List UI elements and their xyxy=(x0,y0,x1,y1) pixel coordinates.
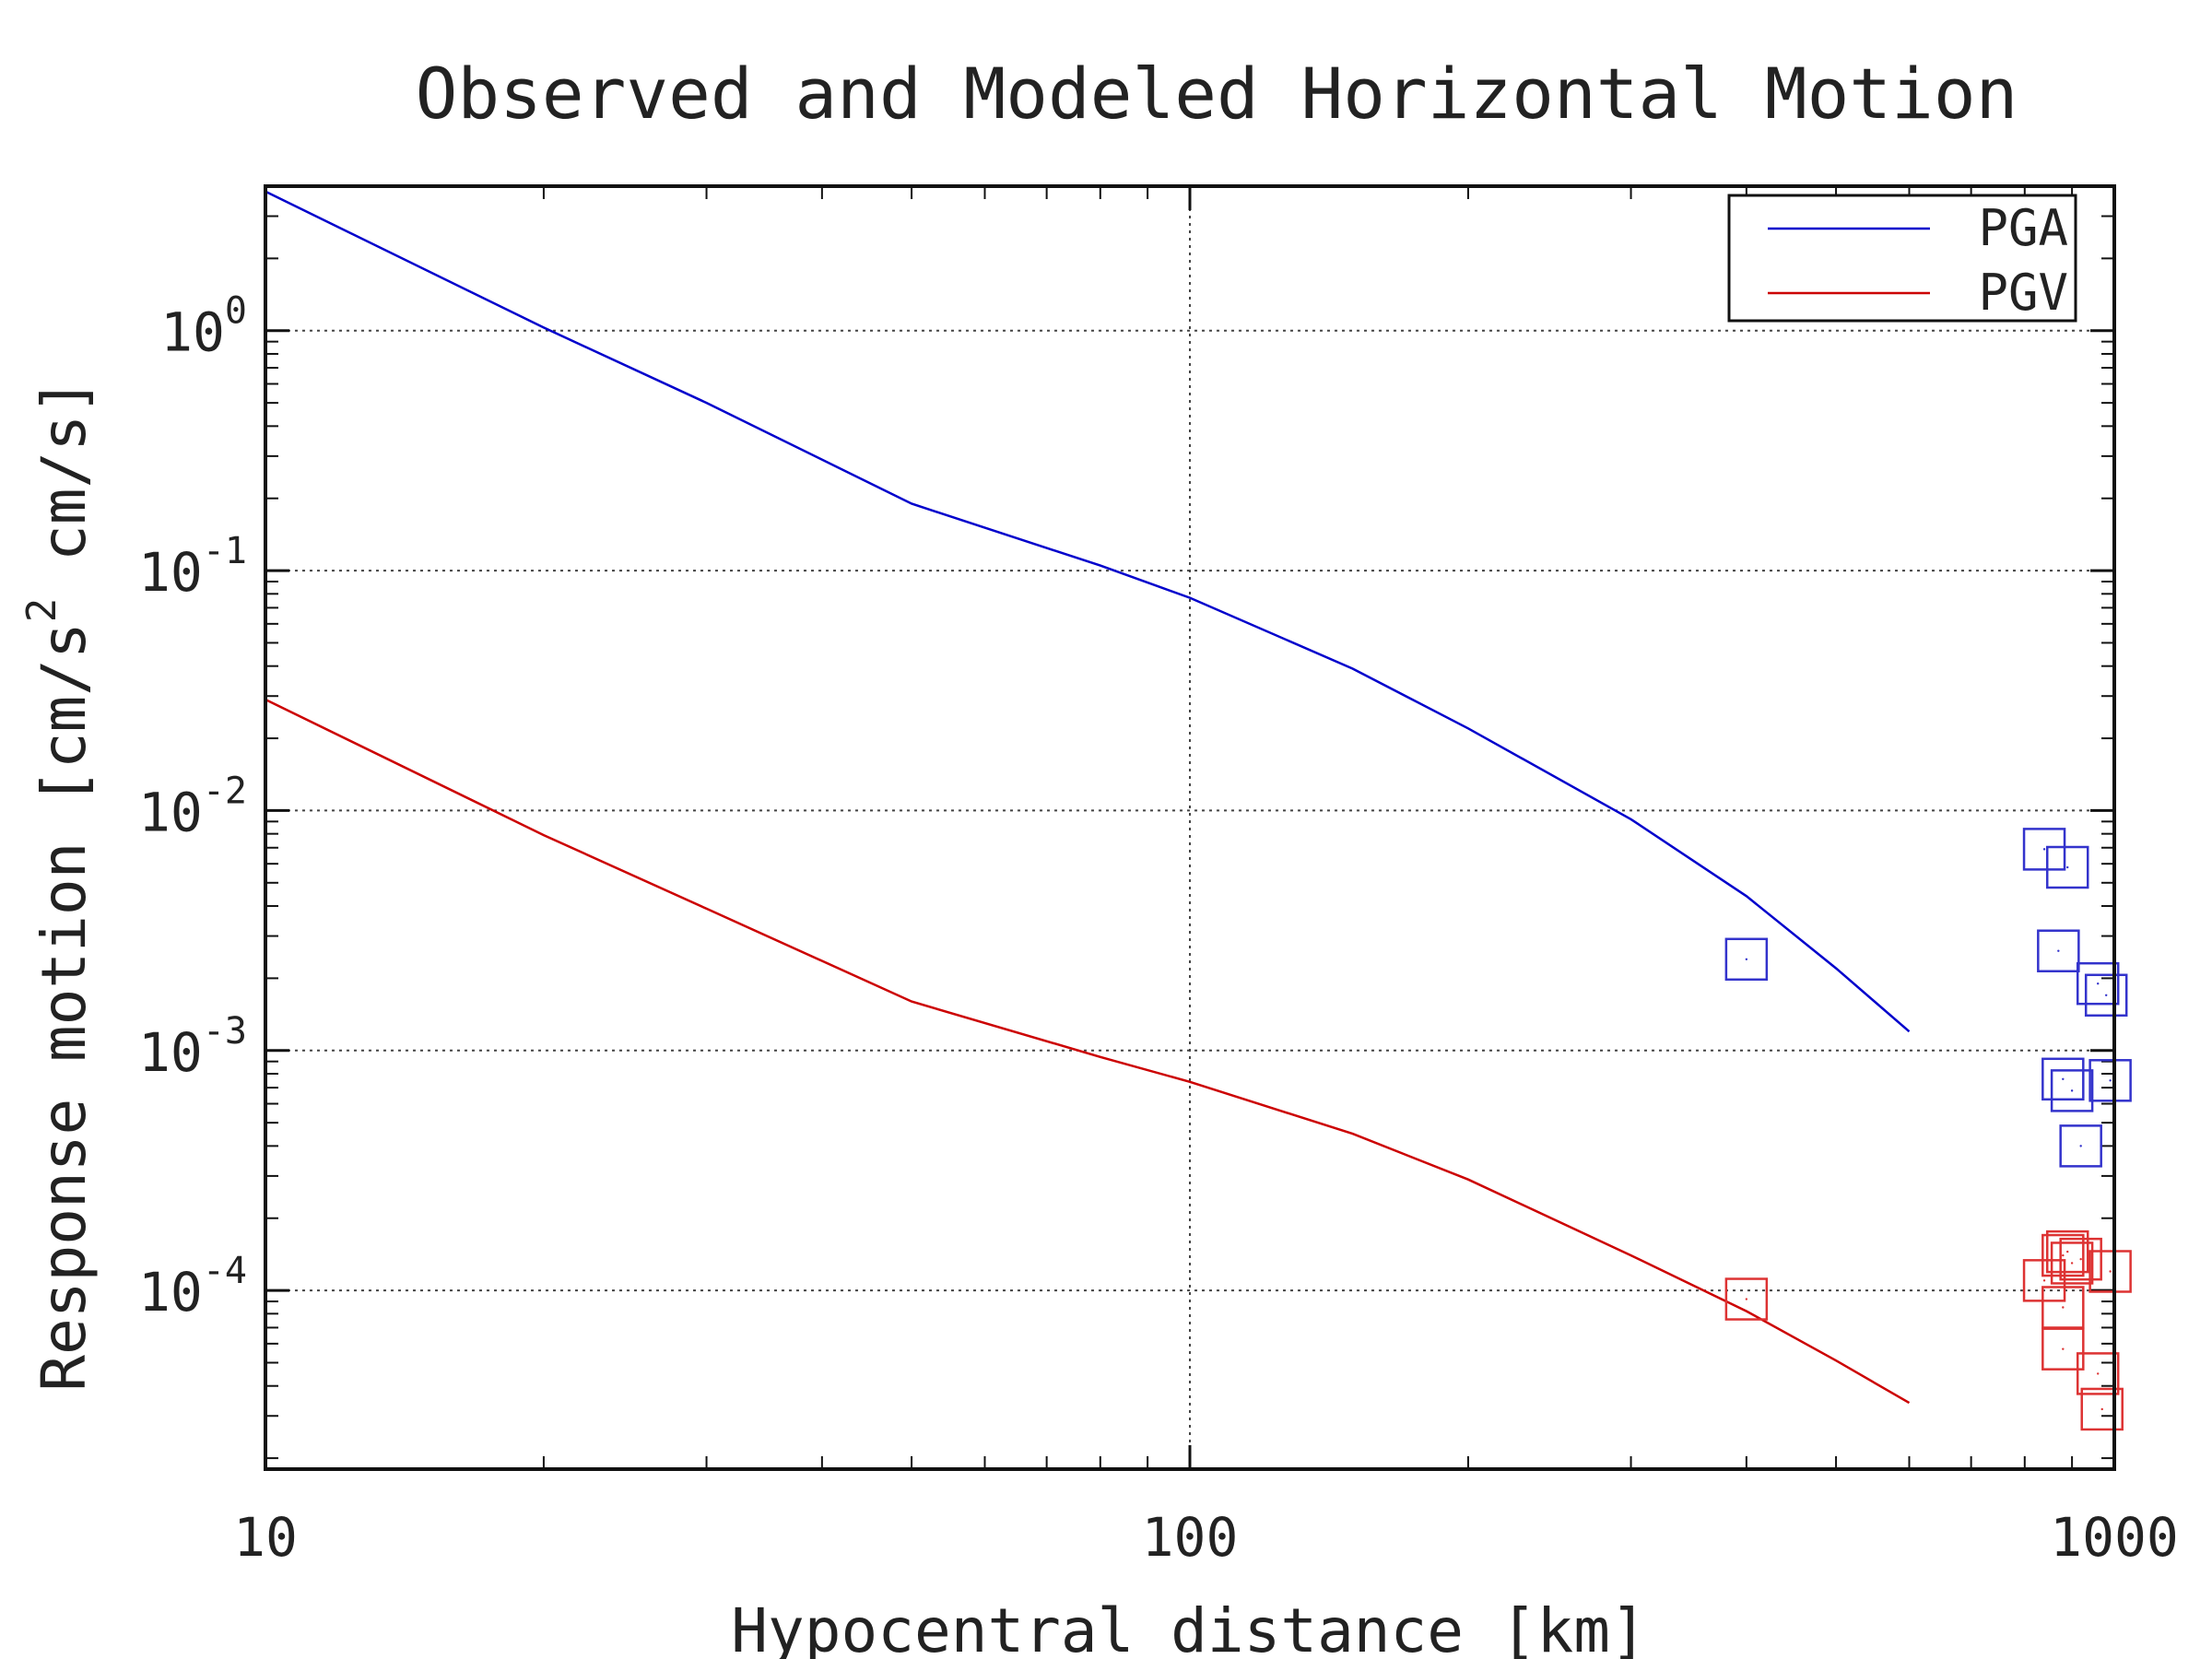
legend-label-pgv: PGV xyxy=(1978,264,2068,322)
legend-label-pga: PGA xyxy=(1978,199,2068,257)
y-tick-label: 10-2 xyxy=(138,770,247,843)
data-point-center xyxy=(2097,982,2100,985)
data-point-center xyxy=(2062,1077,2065,1081)
data-point-center xyxy=(2062,1347,2065,1350)
legend: PGA PGV xyxy=(1727,194,2077,323)
x-tick-label: 10 xyxy=(233,1506,298,1569)
data-point-pga-observed xyxy=(2088,1059,2132,1102)
data-point-pgv-observed xyxy=(2041,1327,2085,1371)
y-tick-exponent: -3 xyxy=(203,1010,247,1053)
y-tick-exponent: -1 xyxy=(203,530,247,572)
data-point-pgv-observed xyxy=(1724,1277,1769,1321)
data-point-pga-observed xyxy=(2076,961,2120,1006)
x-tick-label: 100 xyxy=(1142,1506,1239,1569)
data-point-pga-observed xyxy=(2084,973,2128,1018)
data-point-center xyxy=(2070,1262,2074,1265)
data-point-center xyxy=(2100,1407,2103,1411)
series-layer xyxy=(265,190,2132,1431)
y-tick-label: 10-4 xyxy=(138,1250,247,1324)
data-point-center xyxy=(1745,1298,1748,1300)
data-point-pga-observed xyxy=(2050,1069,2094,1112)
data-point-center xyxy=(2062,1253,2065,1257)
data-point-pgv-observed xyxy=(2076,1352,2120,1395)
data-point-pgv-observed xyxy=(2080,1387,2124,1431)
data-point-pga-observed xyxy=(2037,929,2080,972)
data-point-center xyxy=(2057,949,2060,952)
y-tick-base: 10 xyxy=(138,541,203,604)
y-tick-label: 10-3 xyxy=(138,1010,247,1084)
y-tick-label: 10-1 xyxy=(138,530,247,604)
data-point-center xyxy=(2109,1079,2112,1082)
x-axis-label: Hypocentral distance [km] xyxy=(731,1595,1646,1659)
data-point-pgv-observed xyxy=(2041,1233,2085,1277)
data-point-center xyxy=(2042,848,2046,851)
y-tick-base: 10 xyxy=(160,301,225,364)
data-point-center xyxy=(2079,1257,2082,1261)
data-point-center xyxy=(2104,994,2108,996)
data-point-pga-observed xyxy=(2022,828,2066,871)
y-tick-exponent: -2 xyxy=(203,770,247,812)
y-axis-label-superscript: 2 xyxy=(18,598,65,623)
grid-lines xyxy=(265,186,2114,1469)
y-tick-base: 10 xyxy=(138,1261,203,1324)
y-axis-label: Response motion [cm/s2 cm/s] xyxy=(18,378,100,1391)
data-point-pgv-observed xyxy=(2050,1241,2094,1285)
data-point-pga-observed xyxy=(2041,1057,2085,1101)
chart-title: Observed and Modeled Horizontal Motion xyxy=(416,53,2018,135)
data-point-center xyxy=(2042,1279,2046,1282)
data-point-center xyxy=(2062,1306,2065,1309)
data-point-center xyxy=(2079,1145,2082,1147)
x-tick-label: 1000 xyxy=(2050,1506,2179,1569)
y-tick-exponent: -4 xyxy=(203,1250,247,1292)
data-point-center xyxy=(1745,958,1748,960)
y-axis-label-suffix: cm/s] xyxy=(29,378,100,597)
data-point-center xyxy=(2070,1089,2074,1092)
data-point-pga-observed xyxy=(2059,1124,2102,1168)
data-point-center xyxy=(2066,1250,2069,1253)
data-point-center xyxy=(2066,865,2069,869)
data-point-pgv-observed xyxy=(2045,1230,2089,1274)
series-line-pga xyxy=(265,190,1911,1033)
data-point-pga-observed xyxy=(2045,845,2089,889)
legend-box xyxy=(1727,194,2077,323)
data-point-pgv-observed xyxy=(2088,1250,2132,1293)
data-point-pgv-observed xyxy=(2059,1237,2102,1281)
y-tick-exponent: 0 xyxy=(225,290,247,333)
y-tick-label: 100 xyxy=(160,290,247,364)
y-axis-label-prefix: Response motion [cm/s xyxy=(29,622,100,1391)
data-point-center xyxy=(2097,1372,2100,1375)
plot-frame xyxy=(264,184,2116,1471)
y-tick-base: 10 xyxy=(138,781,203,843)
data-point-pga-observed xyxy=(1724,937,1769,982)
y-tick-base: 10 xyxy=(138,1021,203,1084)
data-point-center xyxy=(2109,1270,2112,1273)
